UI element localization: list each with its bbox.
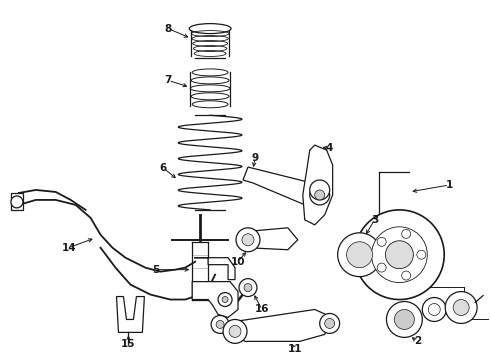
Circle shape [422,298,446,321]
Polygon shape [243,167,328,207]
Text: 2: 2 [414,336,421,346]
Polygon shape [235,310,333,341]
Circle shape [428,303,440,315]
Circle shape [387,302,422,337]
Polygon shape [192,282,238,318]
Polygon shape [243,228,298,250]
Text: 7: 7 [165,75,172,85]
Polygon shape [11,193,23,210]
Text: 5: 5 [152,265,159,275]
Text: 10: 10 [231,257,245,267]
Text: 16: 16 [255,305,269,315]
Text: 4: 4 [326,143,333,153]
Polygon shape [194,258,235,280]
Text: 6: 6 [160,163,167,173]
Text: 3: 3 [371,215,378,225]
Circle shape [315,190,325,200]
Circle shape [11,196,23,208]
Circle shape [216,320,224,328]
Circle shape [386,241,414,269]
Circle shape [445,292,477,323]
Circle shape [218,293,232,306]
Circle shape [402,271,411,280]
Circle shape [346,242,372,268]
Circle shape [319,314,340,333]
Text: 14: 14 [61,243,76,253]
Circle shape [211,315,229,333]
Polygon shape [303,145,333,225]
Circle shape [417,250,426,259]
Circle shape [244,284,252,292]
Text: 15: 15 [121,339,136,349]
Circle shape [325,319,335,328]
Polygon shape [117,297,145,332]
Circle shape [338,233,382,276]
Circle shape [229,325,241,337]
Circle shape [223,319,247,343]
Circle shape [239,279,257,297]
Circle shape [453,300,469,315]
Circle shape [377,237,386,246]
Circle shape [377,263,386,272]
Text: 9: 9 [251,153,259,163]
Circle shape [402,229,411,238]
Text: 1: 1 [445,180,453,190]
Circle shape [222,297,228,302]
Circle shape [236,228,260,252]
Circle shape [394,310,415,329]
Text: 11: 11 [288,345,302,354]
Circle shape [310,180,330,200]
Circle shape [371,227,427,283]
Text: 8: 8 [165,24,172,33]
Circle shape [355,210,444,300]
Circle shape [242,234,254,246]
Circle shape [310,185,330,205]
